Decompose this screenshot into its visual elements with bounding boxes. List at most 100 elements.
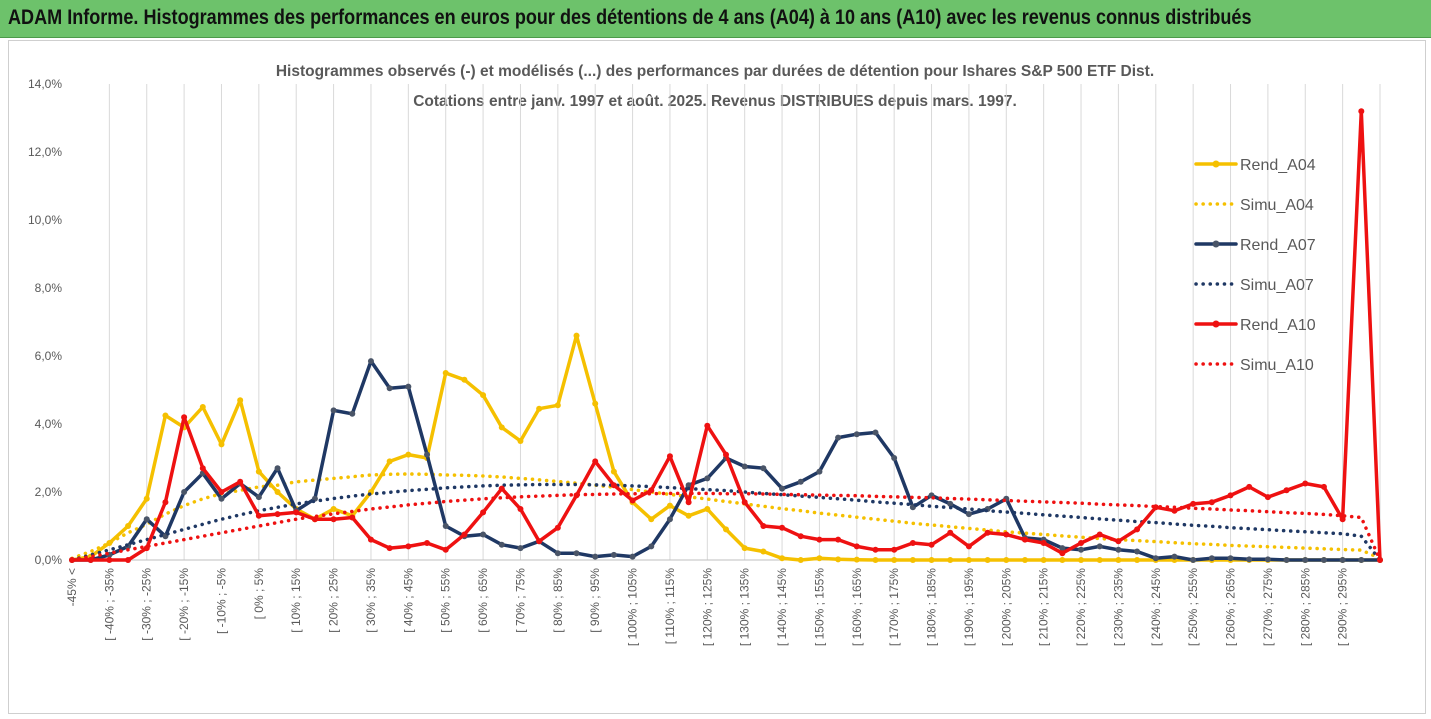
legend: Rend_A04 Simu_A04 Rend_A07 Simu_A07 Rend_A10… [1194, 157, 1316, 374]
data-point [1339, 557, 1346, 563]
data-point [872, 557, 879, 563]
data-point [237, 397, 244, 404]
data-point [760, 548, 767, 555]
data-point [181, 489, 188, 495]
x-tick-label: [ 230% ; 235% [1111, 568, 1125, 646]
data-point [685, 482, 692, 489]
legend-label: Simu_A10 [1240, 357, 1314, 374]
data-point [1264, 494, 1271, 501]
data-point [816, 555, 823, 562]
chart-title: Histogrammes observés (-) et modélisés (… [276, 63, 1154, 80]
data-point [330, 506, 337, 512]
data-point [835, 434, 842, 441]
data-point [405, 543, 412, 550]
data-point [797, 533, 804, 540]
x-tick-label: [ 170% ; 175% [887, 568, 901, 646]
data-point [1115, 557, 1122, 563]
data-point [610, 468, 617, 475]
y-axis: 0,0% 2,0% 4,0% 6,0% 8,0% 10,0% 12,0% 14,0% [28, 77, 62, 567]
data-point [162, 499, 169, 506]
gridlines [72, 84, 1381, 561]
data-point [424, 451, 431, 458]
data-point [274, 489, 281, 495]
data-point [1096, 543, 1103, 550]
data-point [648, 516, 655, 523]
x-tick-label: [ 210% ; 215% [1037, 568, 1051, 646]
chart-subtitle: Cotations entre janv. 1997 et août. 2025… [413, 93, 1017, 110]
data-point [891, 557, 898, 563]
data-point [891, 546, 898, 553]
x-tick-label: [ 140% ; 145% [775, 568, 789, 646]
data-point [984, 529, 991, 536]
data-point [1171, 553, 1178, 560]
data-point [293, 509, 300, 516]
data-point [442, 523, 449, 529]
y-tick-label: 12,0% [28, 145, 62, 159]
data-point [779, 555, 786, 562]
x-tick-label: [ 40% ; 45% [401, 568, 415, 633]
y-tick-label: 10,0% [28, 213, 62, 227]
x-tick-label: [ 220% ; 225% [1074, 568, 1088, 646]
x-tick-label: [ 110% ; 115% [663, 568, 677, 645]
data-point [779, 485, 786, 492]
data-point [554, 524, 561, 531]
data-point [181, 414, 188, 421]
data-point [143, 495, 150, 502]
data-point [1339, 516, 1346, 523]
data-point [816, 536, 823, 543]
data-point [648, 487, 655, 494]
data-point [610, 551, 617, 558]
data-point [573, 332, 580, 339]
x-tick-label: [ 280% ; 285% [1298, 568, 1312, 646]
data-point [498, 485, 505, 492]
x-tick-label: [ 0% ; 5% [252, 568, 266, 620]
x-tick-label: [ 200% ; 205% [999, 568, 1013, 646]
data-point [872, 546, 879, 553]
data-point [199, 465, 206, 472]
data-point [947, 557, 954, 563]
data-point [237, 478, 244, 485]
data-point [125, 523, 132, 529]
data-point [592, 458, 599, 465]
data-point [741, 499, 748, 506]
x-tick-label: [ 10% ; 15% [289, 568, 303, 633]
data-point [1134, 557, 1141, 563]
x-tick-label: [ 240% ; 245% [1149, 568, 1163, 646]
data-point [1358, 108, 1365, 115]
y-tick-label: 8,0% [35, 281, 63, 295]
data-point [1264, 556, 1271, 563]
data-point [218, 489, 225, 495]
legend-label: Rend_A07 [1240, 237, 1316, 254]
data-point [760, 523, 767, 529]
data-point [424, 540, 431, 546]
data-point [666, 502, 673, 509]
data-point [1320, 557, 1327, 563]
x-tick-label: [ 270% ; 275% [1261, 568, 1275, 646]
data-point [928, 557, 935, 563]
data-point [162, 412, 169, 419]
data-point [1246, 556, 1253, 563]
data-point [891, 455, 898, 461]
data-point [405, 451, 412, 458]
series-line-simu-a07 [70, 482, 1382, 562]
data-point [1078, 546, 1085, 553]
data-point [1078, 557, 1085, 563]
data-point [629, 497, 636, 504]
data-point [1059, 557, 1066, 563]
x-tick-label: -45% < [65, 568, 79, 606]
data-point [947, 500, 954, 507]
data-point [199, 404, 206, 410]
x-tick-label: [ 30% ; 35% [364, 568, 378, 633]
data-point [386, 545, 393, 552]
data-point [648, 543, 655, 550]
data-point [255, 494, 262, 501]
legend-label: Simu_A07 [1240, 277, 1314, 294]
data-point [835, 536, 842, 543]
data-point [1283, 557, 1290, 563]
data-point [1115, 546, 1122, 553]
x-tick-label: [ 150% ; 155% [812, 568, 826, 646]
data-point [704, 475, 711, 482]
legend-marker [1212, 240, 1220, 248]
x-tick-label: [ 160% ; 165% [850, 568, 864, 646]
